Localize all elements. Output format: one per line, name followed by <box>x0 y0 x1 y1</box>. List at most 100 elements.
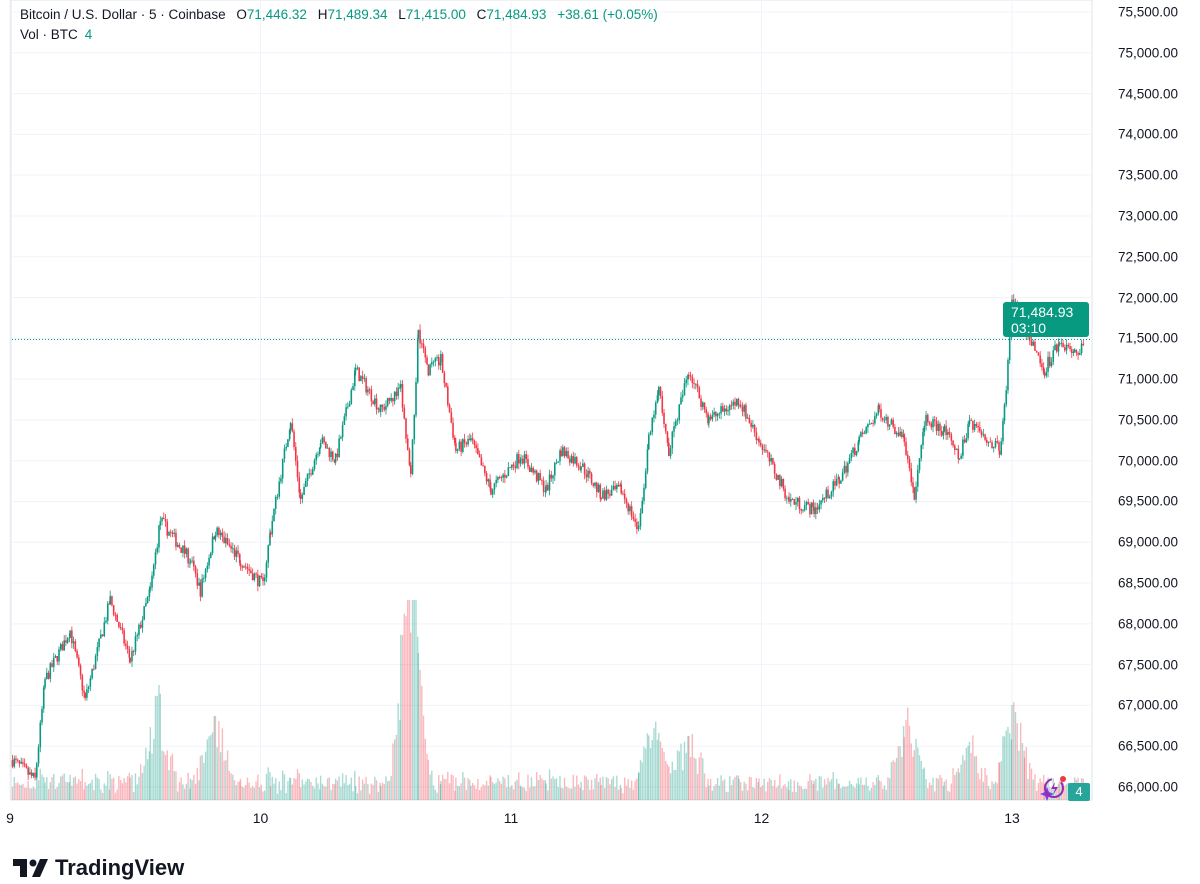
volume-bar <box>1009 733 1011 800</box>
candle-body <box>219 532 222 536</box>
volume-bar <box>534 786 536 800</box>
volume-bar <box>619 784 622 800</box>
volume-bar <box>199 756 202 800</box>
candle-body <box>912 482 914 488</box>
volume-bar <box>897 746 900 800</box>
tradingview-logo[interactable]: TradingView <box>13 855 184 881</box>
candle-body <box>353 370 356 387</box>
candle-body <box>636 521 638 530</box>
candle-body <box>168 532 170 536</box>
candle-body <box>238 554 241 564</box>
candle-body <box>11 760 14 767</box>
volume-bar <box>365 776 367 800</box>
candle-body <box>841 472 844 481</box>
candle-body <box>579 466 582 470</box>
candle-body <box>420 343 423 345</box>
volume-bar <box>617 789 620 800</box>
volume-bar <box>410 632 412 800</box>
volume-bar <box>441 774 444 800</box>
candle-body <box>798 497 801 509</box>
volume-bar <box>708 785 710 800</box>
volume-bar <box>800 786 802 800</box>
candle-body <box>943 425 946 432</box>
candle-body <box>354 367 357 371</box>
volume-bar <box>262 791 264 800</box>
volume-bar <box>354 770 356 800</box>
volume-bar <box>720 775 722 800</box>
volume-bar <box>655 721 657 800</box>
volume-bar <box>973 756 976 800</box>
candle-body <box>559 450 561 462</box>
volume-bar <box>204 751 207 800</box>
volume-bar <box>945 779 947 800</box>
candle-body <box>887 417 889 427</box>
candle-body <box>735 398 738 406</box>
candle-body <box>965 438 968 443</box>
candle-body <box>777 475 779 480</box>
candle-body <box>303 487 305 495</box>
candle-body <box>607 489 609 494</box>
candle-body <box>656 395 659 403</box>
volume-bar <box>890 762 893 800</box>
candle-body <box>620 484 623 494</box>
candle-body <box>343 416 346 425</box>
candle-body <box>291 423 294 432</box>
volume-bar <box>1016 723 1018 800</box>
volume-bar <box>837 783 840 800</box>
candle-body <box>585 474 588 478</box>
volume-bar <box>422 715 425 800</box>
candle-body <box>532 467 534 473</box>
candle-body <box>673 426 675 432</box>
volume-bar <box>1029 762 1031 800</box>
candle-body <box>646 449 649 472</box>
candle-body <box>622 493 624 495</box>
candle-body <box>527 459 529 467</box>
volume-bar <box>952 768 954 800</box>
volume-bar <box>713 785 715 800</box>
candle-body <box>251 573 254 581</box>
candle-body <box>713 412 715 415</box>
volume-bar <box>56 786 58 800</box>
candle-body <box>1039 355 1041 364</box>
candle-body <box>920 445 923 459</box>
candle-body <box>269 532 271 546</box>
candle-body <box>426 357 428 365</box>
volume-bar <box>246 777 249 800</box>
legend-row-volume: Vol · BTC 4 <box>20 25 658 45</box>
lightning-alert-icon[interactable] <box>1036 774 1068 804</box>
volume-bar <box>507 774 510 800</box>
candle-body <box>595 482 598 493</box>
candle-body <box>226 537 229 545</box>
volume-bar <box>810 780 813 800</box>
volume-bar <box>397 703 399 800</box>
volume-bar <box>979 779 981 800</box>
volume-bar <box>125 782 127 800</box>
volume-bar <box>98 779 100 800</box>
volume-bar <box>807 780 809 800</box>
volume-bar <box>894 761 896 800</box>
candle-body <box>868 424 871 425</box>
candle-body <box>13 758 16 767</box>
candle-body <box>600 498 602 500</box>
candle-body <box>954 445 956 450</box>
volume-bar <box>541 778 543 800</box>
candle-body <box>250 570 252 574</box>
volume-bar <box>935 777 938 800</box>
volume-label[interactable]: Vol · BTC <box>20 27 78 42</box>
volume-bar <box>836 778 838 800</box>
volume-bar <box>415 600 417 800</box>
candle-body <box>103 622 106 637</box>
volume-bar <box>443 779 446 800</box>
candle-body <box>328 447 331 458</box>
candle-body <box>61 644 64 651</box>
symbol-name[interactable]: Bitcoin / U.S. Dollar · 5 · Coinbase <box>20 7 226 22</box>
volume-bar <box>882 788 884 800</box>
candle-body <box>94 656 97 670</box>
candle-body <box>939 423 941 432</box>
candle-body <box>458 441 461 449</box>
volume-bar <box>937 778 939 800</box>
candle-body <box>455 442 457 451</box>
volume-bar <box>582 790 584 800</box>
candle-body <box>47 672 50 679</box>
